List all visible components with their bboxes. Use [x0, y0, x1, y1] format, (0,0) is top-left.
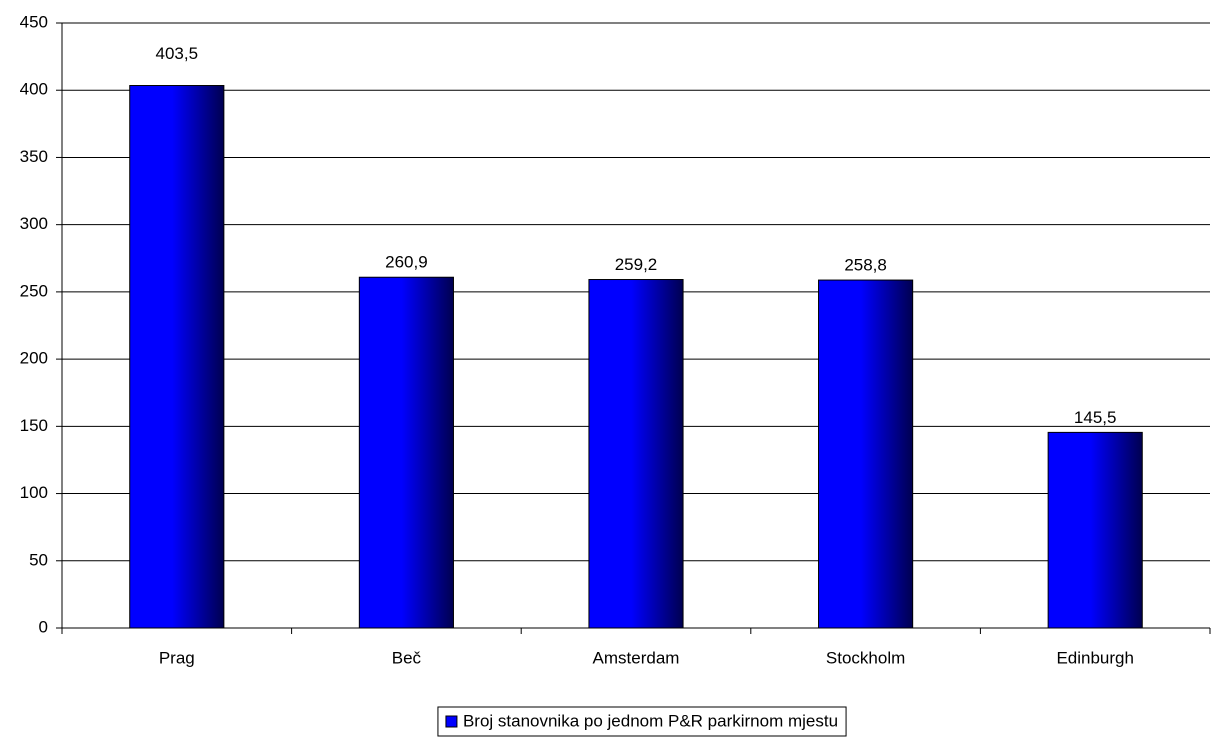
legend-swatch — [445, 715, 458, 728]
legend-box — [437, 706, 847, 737]
x-tick-label: Amsterdam — [593, 648, 680, 667]
bar — [818, 279, 914, 629]
value-label: 145,5 — [1074, 408, 1117, 427]
bar — [588, 279, 684, 629]
y-tick-label: 350 — [20, 147, 48, 166]
x-tick-label: Stockholm — [826, 648, 905, 667]
value-label: 260,9 — [385, 253, 428, 272]
bar — [129, 85, 225, 629]
x-tick-label: Edinburgh — [1056, 648, 1134, 667]
y-tick-label: 0 — [39, 617, 48, 636]
bar — [358, 276, 454, 629]
y-tick-label: 300 — [20, 214, 48, 233]
y-tick-label: 100 — [20, 483, 48, 502]
y-tick-label: 150 — [20, 416, 48, 435]
y-tick-label: 50 — [29, 550, 48, 569]
y-tick-label: 450 — [20, 12, 48, 31]
x-tick-label: Prag — [159, 648, 195, 667]
value-label: 403,5 — [156, 44, 199, 63]
legend-label: Broj stanovnika po jednom P&R parkirnom … — [463, 711, 838, 730]
value-label: 259,2 — [615, 255, 658, 274]
x-tick-label: Beč — [392, 648, 422, 667]
y-tick-label: 200 — [20, 349, 48, 368]
bar — [1047, 431, 1143, 629]
y-tick-label: 400 — [20, 80, 48, 99]
y-tick-label: 250 — [20, 281, 48, 300]
value-label: 258,8 — [844, 256, 887, 275]
